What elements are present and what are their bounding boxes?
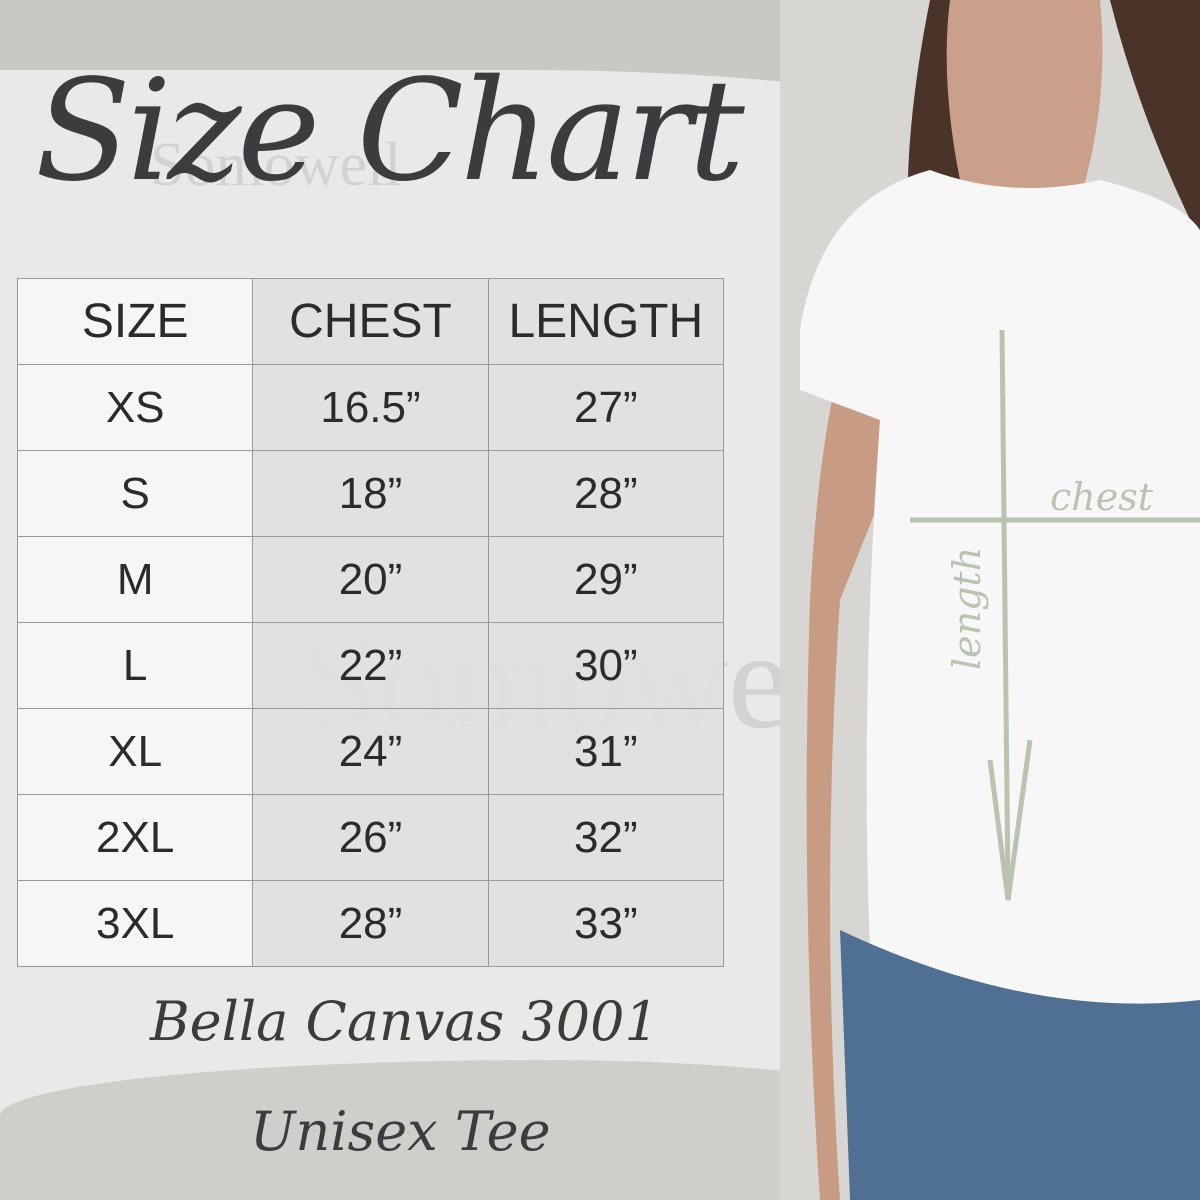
size-cell: M bbox=[16, 536, 254, 623]
table-header-row: SIZE CHEST LENGTH bbox=[16, 278, 725, 365]
size-cell: 2XL bbox=[16, 794, 254, 881]
model-photo: chest length bbox=[780, 0, 1200, 1200]
table-row: M 20” 29” bbox=[16, 536, 725, 623]
header-chest: CHEST bbox=[252, 278, 489, 365]
table-row: 3XL 28” 33” bbox=[16, 880, 725, 967]
arm bbox=[806, 300, 900, 1200]
length-cell: 30” bbox=[487, 622, 725, 709]
size-cell: XS bbox=[16, 364, 254, 451]
length-cell: 28” bbox=[487, 450, 725, 537]
length-label: length bbox=[945, 547, 989, 670]
table-row: L 22” 30” bbox=[16, 622, 725, 709]
chest-cell: 16.5” bbox=[252, 364, 489, 451]
chest-cell: 18” bbox=[252, 450, 489, 537]
denim-shorts bbox=[840, 930, 1200, 1200]
size-cell: XL bbox=[16, 708, 254, 795]
table-row: S 18” 28” bbox=[16, 450, 725, 537]
size-cell: 3XL bbox=[16, 880, 254, 967]
chest-cell: 26” bbox=[252, 794, 489, 881]
product-type: Unisex Tee bbox=[250, 1100, 551, 1163]
header-length: LENGTH bbox=[487, 278, 725, 365]
page-title: Size Chart bbox=[35, 50, 745, 213]
chest-cell: 28” bbox=[252, 880, 489, 967]
header-size: SIZE bbox=[16, 278, 254, 365]
product-name: Bella Canvas 3001 bbox=[150, 990, 659, 1053]
size-cell: L bbox=[16, 622, 254, 709]
length-cell: 31” bbox=[487, 708, 725, 795]
length-cell: 33” bbox=[487, 880, 725, 967]
watermark: Somowell bbox=[150, 131, 402, 199]
length-cell: 32” bbox=[487, 794, 725, 881]
bottom-band bbox=[0, 1060, 900, 1200]
table-row: 2XL 26” 32” bbox=[16, 794, 725, 881]
length-cell: 27” bbox=[487, 364, 725, 451]
size-cell: S bbox=[16, 450, 254, 537]
white-tshirt bbox=[800, 170, 1200, 1014]
chest-cell: 20” bbox=[252, 536, 489, 623]
table-row: XS 16.5” 27” bbox=[16, 364, 725, 451]
chest-cell: 22” bbox=[252, 622, 489, 709]
size-table: SIZE CHEST LENGTH XS 16.5” 27” S 18” 28” M 20” 2… bbox=[16, 278, 725, 967]
face bbox=[927, 0, 1103, 200]
hair bbox=[1110, 0, 1200, 240]
length-cell: 29” bbox=[487, 536, 725, 623]
table-row: XL 24” 31” bbox=[16, 708, 725, 795]
chest-cell: 24” bbox=[252, 708, 489, 795]
chest-label: chest bbox=[1050, 475, 1154, 519]
